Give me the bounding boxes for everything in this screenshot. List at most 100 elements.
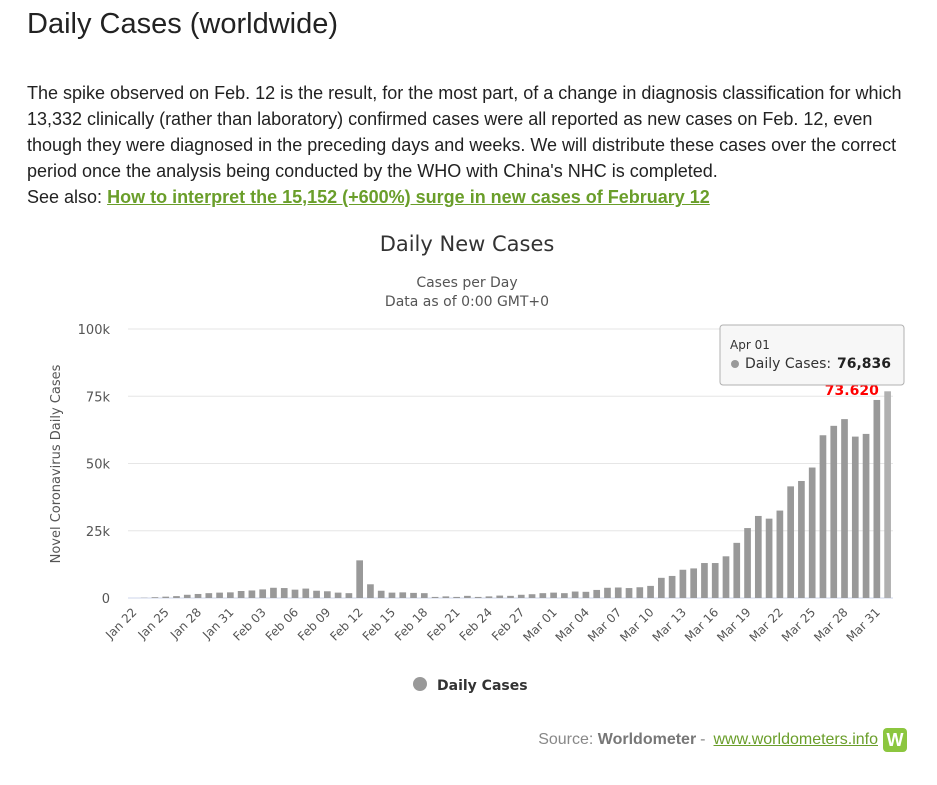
surge-explanation-link[interactable]: How to interpret the 15,152 (+600%) surg…	[107, 187, 710, 207]
bar[interactable]	[625, 588, 633, 598]
bar[interactable]	[474, 596, 482, 598]
bar[interactable]	[561, 593, 568, 598]
bar[interactable]	[323, 591, 331, 598]
bar[interactable]	[851, 436, 859, 598]
bar[interactable]	[744, 528, 751, 598]
y-tick-label: 50k	[86, 458, 111, 473]
tooltip-marker-icon	[731, 360, 739, 368]
bar[interactable]	[862, 433, 870, 598]
bar[interactable]	[442, 596, 450, 598]
bar[interactable]	[690, 568, 698, 598]
bar[interactable]	[528, 594, 536, 598]
x-tick-label: Feb 12	[327, 605, 365, 643]
bar[interactable]	[216, 592, 223, 598]
bar[interactable]	[798, 480, 805, 598]
bar[interactable]	[593, 589, 601, 598]
bar[interactable]	[873, 399, 881, 598]
bar[interactable]	[701, 563, 708, 598]
tooltip: Apr 01 Daily Cases: 76,836	[719, 324, 905, 386]
worldometer-logo-icon[interactable]: W	[883, 728, 907, 752]
bar[interactable]	[151, 597, 159, 598]
bar-data-label: 73.620	[825, 383, 879, 399]
bars	[140, 391, 891, 598]
bar[interactable]	[464, 595, 471, 598]
bar[interactable]	[507, 595, 514, 598]
x-tick-label: Feb 18	[392, 605, 430, 643]
bar[interactable]	[291, 589, 299, 598]
bar[interactable]	[194, 593, 202, 598]
y-tick-label: 75k	[86, 390, 111, 405]
bar[interactable]	[302, 588, 310, 598]
bar[interactable]	[571, 591, 579, 598]
source-separator: -	[700, 731, 706, 748]
bar[interactable]	[517, 594, 525, 598]
bar[interactable]	[334, 592, 342, 598]
x-tick-label: Jan 28	[167, 605, 204, 642]
bar[interactable]	[313, 590, 320, 598]
x-tick-label: Mar 25	[779, 605, 818, 644]
bar[interactable]	[399, 592, 407, 598]
bar[interactable]	[614, 587, 622, 598]
bar[interactable]	[754, 515, 762, 598]
bar[interactable]	[841, 419, 848, 598]
bar[interactable]	[388, 592, 396, 598]
bar[interactable]	[453, 596, 460, 598]
tooltip-box	[719, 324, 905, 386]
bar[interactable]	[722, 556, 730, 598]
bar[interactable]	[647, 585, 654, 598]
bar[interactable]	[765, 518, 773, 598]
chart-subtitle-line-1: Cases per Day	[416, 275, 517, 291]
x-tick-label: Mar 04	[553, 605, 592, 644]
bar[interactable]	[582, 591, 590, 598]
bar[interactable]	[658, 577, 665, 598]
bar[interactable]	[377, 590, 385, 598]
bar[interactable]	[884, 391, 891, 598]
bar[interactable]	[539, 593, 547, 598]
bar[interactable]	[173, 596, 180, 598]
bar[interactable]	[819, 435, 827, 598]
x-tick-label: Feb 21	[424, 605, 462, 643]
bar[interactable]	[248, 590, 256, 598]
source-prefix: Source:	[538, 731, 594, 748]
source-attribution: Source: Worldometer - www.worldometers.i…	[538, 728, 907, 752]
bar[interactable]	[367, 584, 374, 598]
bar[interactable]	[636, 587, 644, 598]
bar[interactable]	[205, 593, 213, 598]
x-tick-label: Feb 15	[360, 605, 398, 643]
bar[interactable]	[356, 560, 363, 598]
x-tick-label: Mar 31	[844, 605, 883, 644]
bar[interactable]	[679, 569, 687, 598]
bar[interactable]	[183, 594, 191, 598]
bar[interactable]	[787, 486, 794, 598]
x-tick-label: Mar 10	[617, 605, 656, 644]
bar[interactable]	[808, 467, 816, 598]
bar[interactable]	[776, 510, 784, 598]
bar[interactable]	[830, 425, 838, 598]
bar[interactable]	[604, 587, 611, 598]
legend-marker-icon	[413, 677, 427, 691]
bar[interactable]	[550, 592, 557, 598]
legend-label[interactable]: Daily Cases	[437, 678, 528, 694]
x-tick-label: Jan 31	[199, 605, 236, 642]
bar[interactable]	[496, 595, 504, 598]
source-url-link[interactable]: www.worldometers.info	[713, 731, 879, 748]
bar[interactable]	[280, 588, 288, 598]
bar[interactable]	[420, 593, 428, 598]
bar[interactable]	[485, 596, 493, 598]
bar[interactable]	[410, 592, 417, 598]
legend[interactable]: Daily Cases	[413, 677, 528, 694]
see-also-label: See also:	[27, 187, 103, 207]
bar[interactable]	[270, 587, 277, 598]
source-name: Worldometer	[597, 731, 697, 748]
bar[interactable]	[227, 592, 234, 598]
bar[interactable]	[259, 589, 267, 598]
bar[interactable]	[431, 596, 439, 598]
bar[interactable]	[733, 542, 741, 598]
bar[interactable]	[237, 591, 245, 598]
tooltip-date: Apr 01	[730, 338, 770, 352]
bar[interactable]	[711, 563, 719, 598]
chart-title: Daily New Cases	[380, 232, 555, 256]
bar[interactable]	[162, 596, 170, 598]
bar[interactable]	[668, 575, 676, 598]
bar[interactable]	[345, 593, 353, 598]
